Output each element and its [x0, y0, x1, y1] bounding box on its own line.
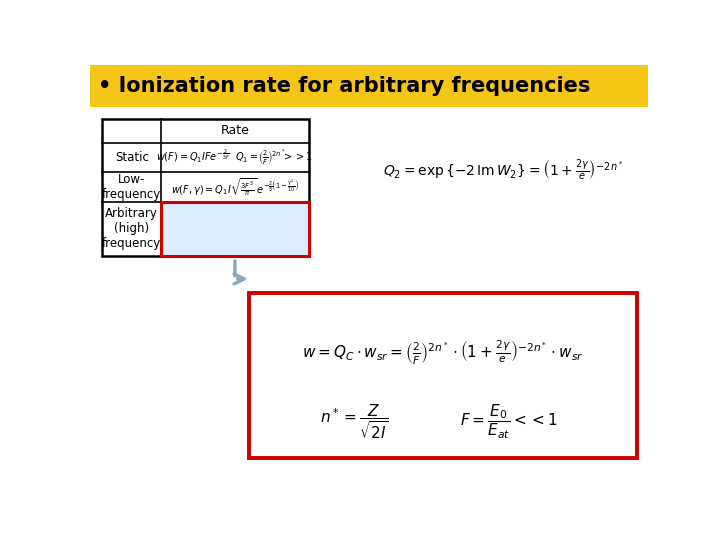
Bar: [249, 294, 637, 458]
Text: Arbitrary
(high)
frequency: Arbitrary (high) frequency: [102, 207, 161, 251]
Text: Static: Static: [114, 151, 148, 164]
Text: $F = \dfrac{E_0}{E_{at}} {<}{<}1$: $F = \dfrac{E_0}{E_{at}} {<}{<}1$: [460, 402, 558, 441]
Text: $w(F,\gamma){=}Q_1I\sqrt{\frac{3F^3}{\pi}}\,e^{-\frac{2}{3}\!\left(1-\frac{\gamm: $w(F,\gamma){=}Q_1I\sqrt{\frac{3F^3}{\pi…: [171, 176, 300, 198]
Text: Rate: Rate: [220, 124, 249, 137]
Text: • Ionization rate for arbitrary frequencies: • Ionization rate for arbitrary frequenc…: [98, 76, 590, 96]
Bar: [90, 65, 648, 107]
Text: $w = Q_C \cdot w_{sr} = \left(\frac{2}{F}\right)^{2n^*} \cdot \left(1+\frac{2\ga: $w = Q_C \cdot w_{sr} = \left(\frac{2}{F…: [302, 339, 584, 367]
Bar: [161, 202, 309, 256]
Text: Low-
frequency: Low- frequency: [102, 173, 161, 201]
Text: $w(F){=}Q_1IFe^{-\frac{2}{3F}}$  $Q_1{=}\!\left(\frac{2}{F}\right)^{\!2n^*}\!\!{: $w(F){=}Q_1IFe^{-\frac{2}{3F}}$ $Q_1{=}\…: [156, 148, 313, 167]
Text: $Q_2 = \exp\{-2\,\mathrm{Im}\,W_2\} = \left(1+\frac{2\gamma}{e}\right)^{-2n^*}$: $Q_2 = \exp\{-2\,\mathrm{Im}\,W_2\} = \l…: [383, 158, 623, 184]
Text: $n^* = \dfrac{Z}{\sqrt{2I}}$: $n^* = \dfrac{Z}{\sqrt{2I}}$: [320, 402, 388, 441]
Bar: [161, 202, 309, 256]
Bar: [102, 119, 309, 256]
